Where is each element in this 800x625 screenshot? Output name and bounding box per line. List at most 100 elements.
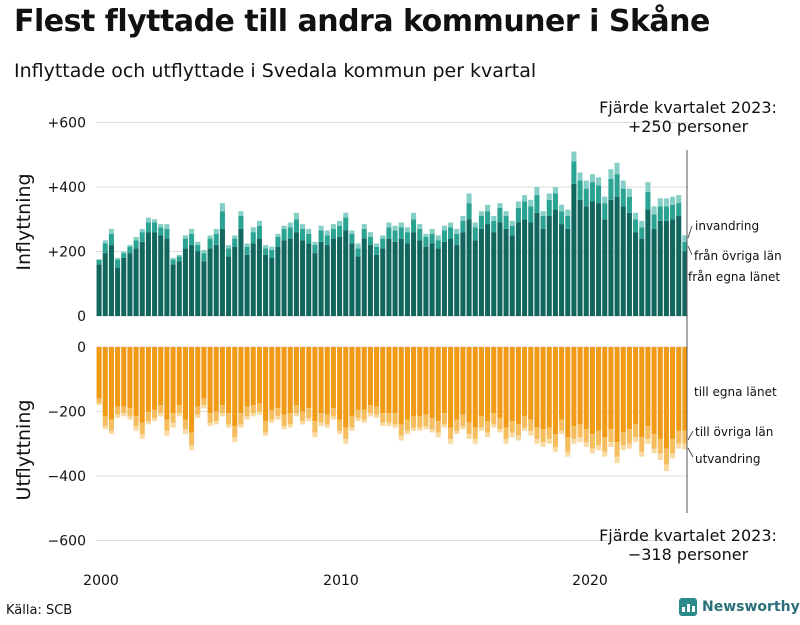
bar-out-2 xyxy=(367,413,373,417)
bar-out-0 xyxy=(509,347,515,422)
bar-out-2 xyxy=(164,430,170,436)
bar-in-0 xyxy=(441,241,447,316)
bar-out-0 xyxy=(133,347,139,417)
bar-out-1 xyxy=(404,419,410,431)
leader-line xyxy=(687,245,693,256)
bar-in-1 xyxy=(435,240,441,249)
bar-out-2 xyxy=(528,430,534,436)
bar-in-0 xyxy=(676,216,682,316)
bar-in-1 xyxy=(152,222,158,233)
bar-in-1 xyxy=(96,259,102,265)
bar-out-2 xyxy=(466,434,472,439)
bar-in-0 xyxy=(626,212,632,316)
bar-in-0 xyxy=(300,240,306,316)
bar-in-2 xyxy=(281,225,287,229)
bar-in-0 xyxy=(602,219,608,316)
bar-in-0 xyxy=(620,206,626,316)
series-label-in: från övriga län xyxy=(694,249,782,263)
bar-in-0 xyxy=(515,222,521,316)
bar-out-0 xyxy=(244,347,250,407)
bar-in-0 xyxy=(330,238,336,316)
series-label-in: invandring xyxy=(695,219,759,233)
bar-out-0 xyxy=(256,347,262,404)
bar-out-0 xyxy=(287,347,293,414)
bar-out-0 xyxy=(503,347,509,428)
bar-in-1 xyxy=(213,233,219,246)
bar-out-0 xyxy=(343,347,349,428)
bar-out-0 xyxy=(275,347,281,409)
bar-in-0 xyxy=(478,228,484,316)
bar-out-0 xyxy=(392,347,398,414)
bar-in-1 xyxy=(589,182,595,202)
bar-in-0 xyxy=(312,253,318,316)
bar-out-2 xyxy=(392,424,398,428)
bar-in-1 xyxy=(108,233,114,246)
bar-out-0 xyxy=(404,347,410,420)
bar-out-2 xyxy=(176,413,182,417)
bar-out-2 xyxy=(256,411,262,415)
bar-out-2 xyxy=(602,451,608,457)
bar-out-2 xyxy=(324,424,330,428)
bar-out-2 xyxy=(139,434,145,439)
bar-in-0 xyxy=(238,228,244,316)
bar-out-2 xyxy=(355,417,361,422)
bar-in-0 xyxy=(645,209,651,316)
bar-in-1 xyxy=(219,211,225,229)
bar-in-1 xyxy=(676,203,682,217)
bar-out-2 xyxy=(398,435,404,441)
bar-in-0 xyxy=(657,220,663,316)
bar-in-0 xyxy=(213,245,219,316)
bar-in-1 xyxy=(466,203,472,220)
bar-out-1 xyxy=(602,437,608,452)
annotation-bottom: −318 personer xyxy=(628,545,749,564)
bar-out-2 xyxy=(115,414,121,418)
bar-out-1 xyxy=(337,419,343,431)
bar-out-0 xyxy=(164,347,170,420)
bar-out-2 xyxy=(540,442,546,447)
bar-in-2 xyxy=(108,228,114,234)
bar-in-0 xyxy=(361,238,367,316)
bar-out-1 xyxy=(478,416,484,428)
bar-in-2 xyxy=(201,249,207,254)
bar-in-1 xyxy=(337,225,343,237)
bar-in-1 xyxy=(318,230,324,242)
bar-out-2 xyxy=(663,464,669,472)
bar-in-1 xyxy=(509,225,515,236)
y-tick-label: −400 xyxy=(48,469,86,485)
bar-in-0 xyxy=(170,264,176,316)
bar-in-0 xyxy=(367,245,373,316)
bar-in-0 xyxy=(269,257,275,316)
bar-in-0 xyxy=(349,243,355,316)
bar-out-1 xyxy=(349,416,355,428)
bar-out-2 xyxy=(226,424,232,428)
bar-in-0 xyxy=(454,245,460,316)
bar-out-1 xyxy=(466,422,472,435)
chart-title: Flest flyttade till andra kommuner i Skå… xyxy=(14,4,710,39)
bar-in-0 xyxy=(509,235,515,316)
y-axis-label-bottom: Utflyttning xyxy=(13,400,35,501)
bar-out-2 xyxy=(522,427,528,431)
bar-in-2 xyxy=(540,211,546,217)
bar-out-1 xyxy=(275,408,281,417)
bar-in-0 xyxy=(670,219,676,316)
bar-in-2 xyxy=(392,225,398,231)
bar-in-2 xyxy=(626,188,632,197)
bar-out-1 xyxy=(152,409,158,418)
bar-out-1 xyxy=(269,409,275,420)
bar-out-2 xyxy=(108,430,114,435)
bar-in-1 xyxy=(478,216,484,229)
bar-out-1 xyxy=(596,430,602,446)
bar-out-2 xyxy=(337,430,343,435)
bar-in-0 xyxy=(152,232,158,316)
bar-out-2 xyxy=(374,414,380,418)
bar-out-2 xyxy=(651,448,657,454)
bar-out-1 xyxy=(96,398,102,404)
bar-out-0 xyxy=(170,347,176,414)
bar-out-2 xyxy=(96,403,102,406)
bar-out-0 xyxy=(300,347,306,412)
bar-in-1 xyxy=(226,248,232,257)
bar-in-1 xyxy=(429,233,435,244)
bar-out-0 xyxy=(546,347,552,428)
bar-in-1 xyxy=(398,227,404,239)
bar-out-1 xyxy=(207,413,213,423)
